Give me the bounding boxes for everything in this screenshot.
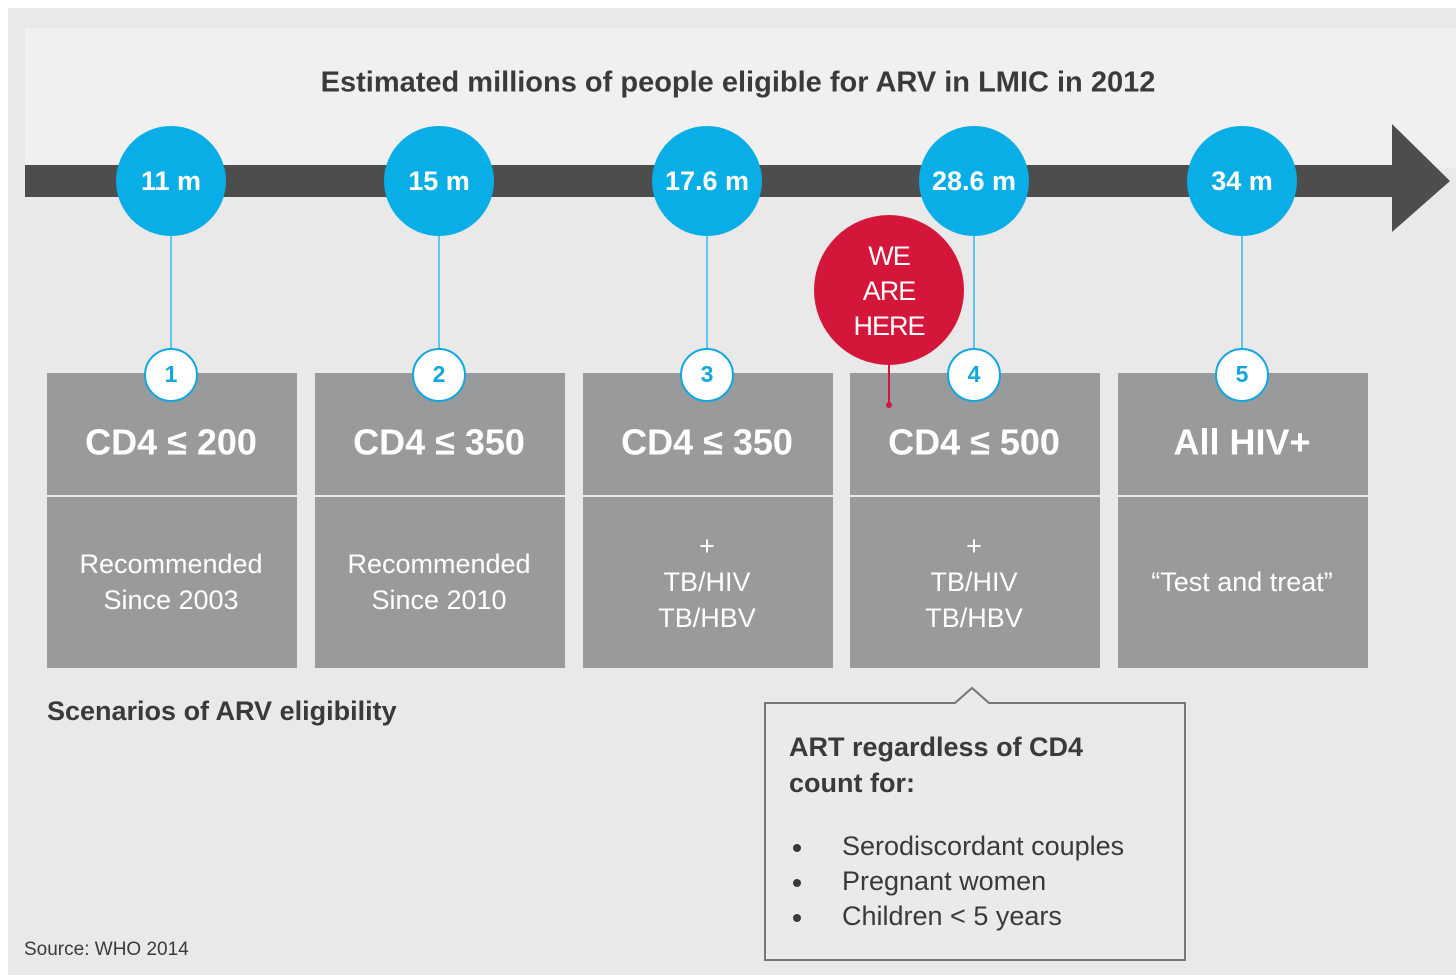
description: TB/HBV	[658, 603, 756, 633]
marker-text: WE	[868, 241, 910, 271]
value: 11 m	[141, 166, 201, 196]
callout-item: Children < 5 years	[842, 901, 1062, 931]
description: TB/HIV	[930, 567, 1017, 597]
marker: WE ARE HERE	[814, 215, 964, 408]
value: 28.6 m	[932, 166, 1016, 196]
callout-item: Serodiscordant couples	[842, 831, 1124, 861]
value: 15 m	[408, 166, 470, 196]
marker-text: ARE	[863, 276, 916, 306]
marker-text: HERE	[853, 311, 924, 341]
marker-dot	[886, 402, 892, 408]
milestones: 11 m 1 CD4 ≤ 200 Recommended Since 2003 15 m 2…	[47, 126, 1368, 668]
callout: ART regardless of CD4 count for: Serodisco…	[789, 732, 1124, 931]
body-box	[47, 497, 297, 668]
description: “Test and treat”	[1151, 567, 1333, 597]
value: 34 m	[1211, 166, 1273, 196]
value: 17.6 m	[665, 166, 749, 196]
timeline-arrowhead	[1392, 124, 1450, 232]
value-circle	[116, 126, 226, 236]
heading: CD4 ≤ 350	[621, 422, 793, 463]
description: +	[699, 531, 715, 561]
number-circle	[1215, 348, 1269, 402]
callout-box	[764, 686, 1186, 961]
number-circle	[947, 348, 1001, 402]
body-box	[583, 497, 833, 668]
value-circle	[1187, 126, 1297, 236]
heading: CD4 ≤ 350	[353, 422, 525, 463]
bullet	[793, 914, 801, 922]
description: Recommended	[347, 549, 530, 579]
body-box	[1118, 497, 1368, 668]
value-circle	[384, 126, 494, 236]
value-circle	[652, 126, 762, 236]
heading: CD4 ≤ 200	[85, 422, 257, 463]
heading: CD4 ≤ 500	[888, 422, 1060, 463]
source: Source: WHO 2014	[24, 939, 189, 960]
callout-heading: ART regardless of CD4	[789, 732, 1083, 762]
number: 4	[968, 361, 981, 387]
body-box	[850, 497, 1100, 668]
description: Recommended	[79, 549, 262, 579]
number: 3	[701, 361, 714, 387]
heading: All HIV+	[1173, 422, 1310, 463]
number: 1	[165, 361, 178, 387]
body-box	[315, 497, 565, 668]
callout-heading: count for:	[789, 768, 915, 798]
value-circle	[919, 126, 1029, 236]
callout-item: Pregnant women	[842, 866, 1046, 896]
description: Since 2010	[371, 585, 506, 615]
description: Since 2003	[103, 585, 238, 615]
marker-circle	[814, 215, 964, 365]
title: Estimated millions of people eligible fo…	[321, 67, 1156, 99]
section-label: Scenarios of ARV eligibility	[47, 696, 397, 726]
description: +	[966, 531, 982, 561]
description: TB/HBV	[925, 603, 1023, 633]
bullet	[793, 844, 801, 852]
number-circle	[412, 348, 466, 402]
number: 5	[1236, 361, 1249, 387]
number-circle	[680, 348, 734, 402]
description: TB/HIV	[663, 567, 750, 597]
number-circle	[144, 348, 198, 402]
number: 2	[433, 361, 446, 387]
bullet	[793, 879, 801, 887]
